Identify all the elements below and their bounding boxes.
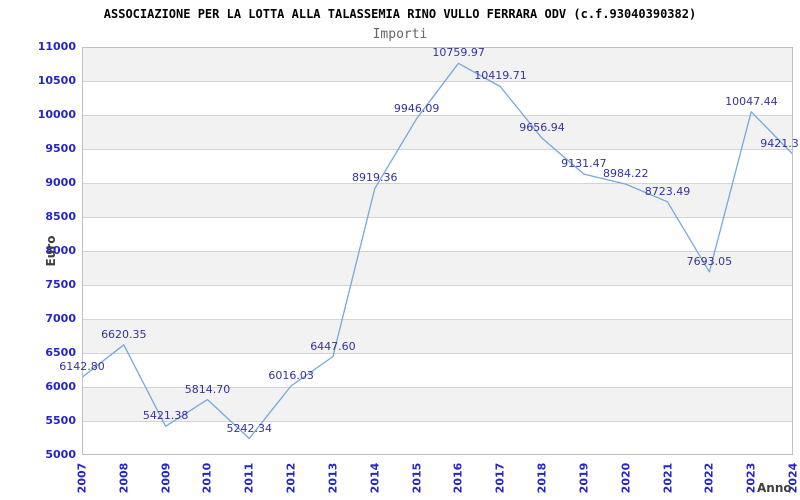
plot-band <box>82 183 793 217</box>
data-point-label: 6142.80 <box>59 360 105 374</box>
y-tick-label: 7000 <box>45 312 76 325</box>
data-point-label: 5242.34 <box>226 421 273 435</box>
y-tick-label: 10000 <box>37 108 76 121</box>
data-point-label: 9421.3 <box>760 137 799 151</box>
chart-subtitle: Importi <box>372 27 428 42</box>
plot-area <box>82 47 793 455</box>
y-tick-label: 6500 <box>45 346 76 359</box>
y-tick-label: 8500 <box>45 210 76 223</box>
y-tick-label: 6000 <box>45 380 76 393</box>
x-tick-label: 2014 <box>368 462 382 494</box>
x-tick-label: 2020 <box>619 462 633 494</box>
data-point-label: 6447.60 <box>310 339 356 353</box>
y-tick-label: 10500 <box>37 74 76 87</box>
x-tick-label: 2017 <box>493 462 507 494</box>
plot-band <box>82 251 793 285</box>
x-tick-label: 2010 <box>200 462 214 494</box>
y-tick-label: 11000 <box>37 40 76 53</box>
x-tick-label: 2011 <box>242 462 256 494</box>
data-point-label: 7693.05 <box>686 254 733 268</box>
y-tick-label: 5500 <box>45 414 76 427</box>
data-point-label: 9946.09 <box>393 101 440 115</box>
x-tick-label: 2009 <box>159 462 173 494</box>
x-tick-label: 2012 <box>284 462 298 494</box>
data-point-label: 6620.35 <box>101 327 147 341</box>
plot-border <box>82 47 793 455</box>
x-tick-label: 2019 <box>577 462 591 494</box>
x-tick-label: 2008 <box>117 462 131 494</box>
data-point-label: 9656.94 <box>519 121 565 135</box>
data-point-label: 8984.22 <box>602 167 649 181</box>
data-point-label: 10759.97 <box>432 46 485 60</box>
x-tick-label: 2015 <box>410 462 424 494</box>
y-tick-label: 8000 <box>45 244 76 257</box>
plot-band <box>82 319 793 353</box>
y-axis-title: Euro <box>44 235 58 267</box>
x-tick-label: 2016 <box>451 462 465 494</box>
data-point-label: 5421.38 <box>142 409 189 423</box>
x-tick-label: 2007 <box>75 462 89 494</box>
line-series <box>82 62 793 440</box>
x-tick-label: 2021 <box>661 462 675 494</box>
x-axis-title: Anno <box>757 481 792 495</box>
plot-band <box>82 47 793 81</box>
data-point-label: 6016.03 <box>268 368 314 382</box>
y-tick-label: 9500 <box>45 142 76 155</box>
y-tick-label: 9000 <box>45 176 76 189</box>
x-tick-label: 2022 <box>702 462 716 494</box>
data-point-label: 10047.44 <box>725 94 778 108</box>
y-tick-label: 5000 <box>45 448 76 461</box>
y-tick-label: 7500 <box>45 278 76 291</box>
x-tick-label: 2013 <box>326 462 340 494</box>
data-point-label: 8919.36 <box>352 171 398 185</box>
data-point-label: 8723.49 <box>644 184 691 198</box>
data-point-label: 9131.47 <box>561 157 607 171</box>
data-point-label: 10419.71 <box>474 69 527 83</box>
chart-title: ASSOCIAZIONE PER LA LOTTA ALLA TALASSEMI… <box>103 7 697 21</box>
data-point-label: 5814.70 <box>184 382 231 396</box>
plot-band <box>82 115 793 149</box>
x-tick-label: 2018 <box>535 462 549 494</box>
x-tick-label: 2023 <box>744 462 758 494</box>
